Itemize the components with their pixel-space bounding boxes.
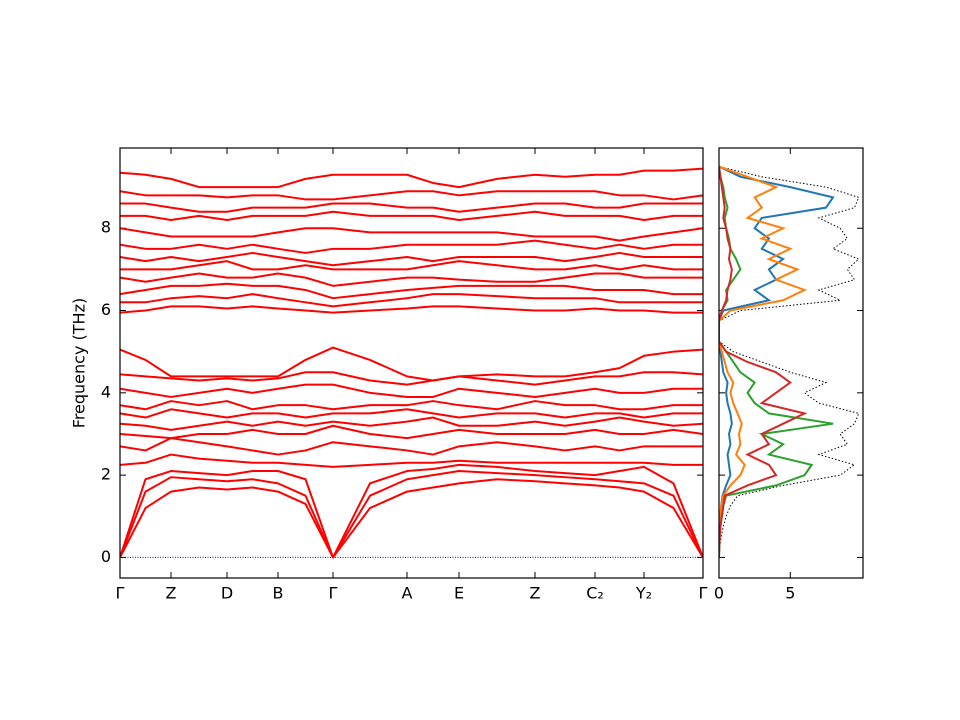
band (120, 346, 703, 382)
band (120, 167, 703, 189)
y-axis-label: Frequency (THz) (70, 298, 89, 428)
dos-line (719, 165, 835, 558)
y-tick-label: 0 (101, 547, 111, 566)
band (120, 400, 703, 411)
band (120, 437, 703, 456)
dos-line (719, 166, 860, 558)
x-tick-label: 5 (785, 584, 795, 603)
band (120, 305, 703, 314)
band (120, 416, 703, 431)
x-tick-label: Z (166, 584, 177, 603)
dos-line (719, 165, 808, 558)
x-tick-label: Γ (699, 584, 708, 603)
band (120, 293, 703, 308)
band (120, 227, 703, 242)
band (120, 424, 703, 440)
y-tick-label: 6 (101, 300, 111, 319)
x-tick-label: 0 (714, 584, 724, 603)
band (120, 463, 703, 559)
x-tick-label: Y₂ (635, 584, 652, 603)
band (120, 282, 703, 300)
band (120, 202, 703, 213)
x-tick-label: D (221, 584, 233, 603)
x-tick-label: Z (530, 584, 541, 603)
plot-frame (718, 147, 864, 579)
dos-line (719, 166, 808, 558)
band (120, 371, 703, 386)
band (120, 239, 703, 254)
band (120, 272, 703, 287)
band (120, 190, 703, 201)
x-tick-label: A (402, 584, 413, 603)
y-tick-label: 4 (101, 382, 111, 401)
band (120, 383, 703, 398)
band (120, 260, 703, 271)
y-tick-label: 2 (101, 465, 111, 484)
band (120, 210, 703, 222)
x-tick-label: Γ (116, 584, 125, 603)
x-tick-label: E (454, 584, 464, 603)
band (120, 470, 703, 559)
x-tick-label: C₂ (586, 584, 604, 603)
x-tick-label: B (273, 584, 284, 603)
plot-frame (119, 147, 704, 579)
band (120, 478, 703, 559)
band (120, 251, 703, 267)
x-tick-label: Γ (329, 584, 338, 603)
y-tick-label: 8 (101, 218, 111, 237)
band (120, 453, 703, 468)
band (120, 408, 703, 419)
